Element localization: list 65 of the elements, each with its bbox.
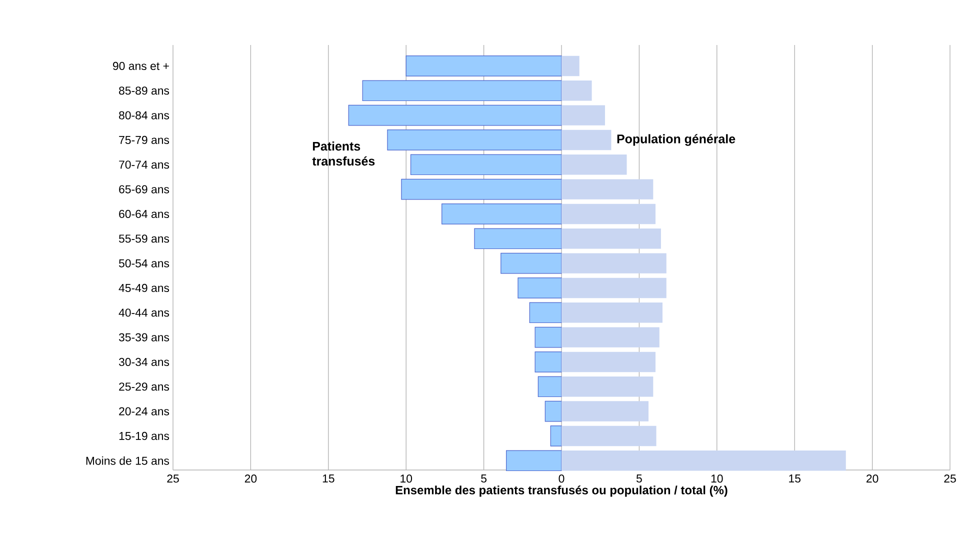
bar [518,278,562,298]
y-tick-label: 15-19 ans [119,432,170,440]
bar [562,450,846,471]
x-axis-title: Ensemble des patients transfusés ou population / total (%) [396,485,728,497]
bar [562,228,661,249]
y-tick-label: 90 ans et + [113,62,169,70]
x-tick-label: 25 [944,474,956,483]
x-tick-label: 20 [244,474,257,483]
y-tick-label: 60-64 ans [119,210,170,218]
y-tick-label: 55-59 ans [118,234,170,243]
bar [538,376,562,398]
y-tick-label: 80-84 ans [119,111,170,120]
y-tick-label: 70-74 ans [119,160,170,169]
series-label: Patients transfusés [312,141,375,166]
y-tick-label: 65-69 ans [119,185,170,194]
y-tick-label: 50-54 ans [118,259,170,268]
bar [562,253,666,274]
bar [410,154,562,176]
bar [562,204,656,224]
x-tick-label: 5 [636,474,642,483]
x-tick-label: 15 [789,474,800,483]
bar [544,400,562,422]
bar [529,302,562,324]
bar [550,426,562,446]
bar [500,252,562,274]
x-tick-label: 20 [866,474,878,483]
bar [406,56,562,76]
y-tick-label: 30-34 ans [118,358,170,366]
bar [348,104,562,126]
bar [562,56,580,76]
bar [562,130,612,150]
x-tick-label: 10 [400,474,412,483]
y-tick-label: 45-49 ans [118,284,170,292]
series-label: Population générale [617,134,736,146]
y-tick-label: 20-24 ans [119,407,170,416]
y-tick-label: 40-44 ans [118,308,170,317]
bar [562,327,660,348]
y-tick-label: Moins de 15 ans [86,456,170,465]
bar [562,80,592,101]
bar [562,179,654,200]
bar [562,352,656,372]
bar [387,130,562,150]
x-tick-label: 25 [167,474,179,483]
bar [562,376,654,397]
bar [562,278,666,298]
bar [534,352,562,372]
y-tick-label: 25-29 ans [119,382,170,391]
bar [562,302,663,323]
x-tick-label: 15 [322,474,334,483]
bar [562,105,606,126]
bar [442,204,562,224]
y-tick-label: 85-89 ans [119,86,170,95]
x-tick-label: 10 [711,474,723,483]
bar [534,326,562,348]
bar [362,80,562,102]
y-tick-label: 35-39 ans [118,333,170,342]
x-tick-label: 0 [558,474,564,483]
bar [562,401,649,422]
y-tick-label: 75-79 ans [119,136,170,144]
bar [474,228,562,250]
bar [401,178,562,200]
bar [562,154,627,175]
bar [506,450,562,472]
bar [562,426,656,446]
x-tick-label: 5 [481,474,487,483]
